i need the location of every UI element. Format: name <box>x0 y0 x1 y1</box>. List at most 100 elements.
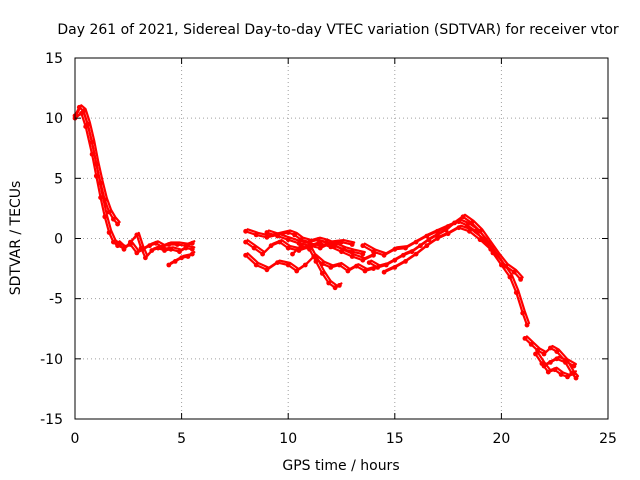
data-point <box>337 283 342 288</box>
data-point <box>533 351 538 357</box>
data-point <box>264 267 270 273</box>
series-line-track-a-shadow <box>75 104 121 224</box>
data-point <box>185 254 191 259</box>
data-point <box>183 245 189 251</box>
data-point <box>403 245 408 251</box>
data-point <box>488 246 494 252</box>
x-tick-label: 10 <box>279 431 297 447</box>
data-point <box>243 252 249 258</box>
data-point <box>189 246 195 252</box>
y-tick-label: 0 <box>54 232 63 248</box>
data-point <box>143 255 148 261</box>
data-point <box>115 221 120 227</box>
data-point <box>558 372 564 377</box>
chart-title: Day 261 of 2021, Sidereal Day-to-day VTE… <box>57 22 619 38</box>
data-point <box>541 351 547 357</box>
data-point <box>452 220 457 226</box>
data-point <box>166 262 172 268</box>
data-point <box>383 262 389 268</box>
data-point <box>328 240 334 246</box>
data-point <box>349 254 355 259</box>
data-point <box>435 236 440 241</box>
data-point <box>569 370 575 376</box>
data-point <box>445 231 451 237</box>
data-point <box>155 245 161 251</box>
data-point <box>111 239 116 245</box>
data-point <box>277 239 283 245</box>
data-point <box>469 220 474 226</box>
grid-lines <box>75 58 608 419</box>
data-point <box>189 251 195 257</box>
data-point <box>243 239 249 245</box>
data-point <box>285 262 291 268</box>
data-point <box>362 268 368 274</box>
data-point <box>403 259 408 264</box>
y-tick-label: -15 <box>40 412 63 428</box>
y-tick-label: 15 <box>45 51 63 67</box>
data-series <box>72 104 580 381</box>
y-tick-label: 10 <box>45 111 63 127</box>
data-point <box>507 274 513 280</box>
series-line-track-b-shadow <box>75 110 196 252</box>
data-point <box>106 209 112 215</box>
data-point <box>339 249 344 255</box>
data-point <box>243 228 249 234</box>
data-point <box>162 248 167 253</box>
data-point <box>76 104 82 110</box>
data-point <box>326 280 332 286</box>
data-point <box>573 375 579 381</box>
data-point <box>535 348 540 353</box>
data-point <box>381 269 387 275</box>
data-point <box>251 245 257 251</box>
data-point <box>413 251 419 257</box>
data-point <box>522 336 528 341</box>
data-point <box>409 249 415 255</box>
data-point <box>83 124 89 129</box>
data-point <box>275 233 280 239</box>
data-point <box>106 230 112 235</box>
data-point <box>177 249 182 255</box>
data-point <box>371 249 376 255</box>
data-point <box>253 232 259 238</box>
data-point <box>424 243 430 249</box>
data-point <box>371 252 376 258</box>
data-point <box>371 266 376 271</box>
data-point <box>392 265 398 270</box>
data-point <box>89 151 95 157</box>
data-point <box>292 232 297 238</box>
y-tick-label: -5 <box>49 292 63 308</box>
x-tick-label: 20 <box>492 431 510 447</box>
data-point <box>413 239 419 245</box>
data-point <box>168 246 174 252</box>
data-point <box>366 260 372 265</box>
data-point <box>93 173 99 179</box>
data-point <box>400 252 406 258</box>
series-line-track-k-shadow <box>370 213 524 279</box>
data-point <box>513 290 519 295</box>
data-point <box>460 214 466 220</box>
data-point <box>443 227 449 233</box>
plot-frame <box>74 57 609 420</box>
data-point <box>345 268 351 274</box>
data-point <box>545 369 551 375</box>
data-point <box>503 263 509 269</box>
data-point <box>313 259 319 264</box>
data-point <box>307 246 312 252</box>
data-point <box>563 360 568 365</box>
data-point <box>134 250 140 256</box>
data-point <box>392 246 398 252</box>
data-point <box>375 265 381 270</box>
axis-ticks: 0 5 10 15 20 25 -15 -10 -5 0 5 10 15 <box>40 51 617 447</box>
data-point <box>477 237 483 243</box>
data-point <box>554 349 560 354</box>
data-point <box>392 257 398 263</box>
data-point <box>337 262 342 268</box>
data-point <box>285 230 291 235</box>
data-point <box>424 233 430 239</box>
data-point <box>285 237 291 243</box>
data-point <box>275 260 280 265</box>
x-tick-label: 0 <box>71 431 80 447</box>
data-point <box>79 111 84 116</box>
x-tick-label: 25 <box>599 431 617 447</box>
